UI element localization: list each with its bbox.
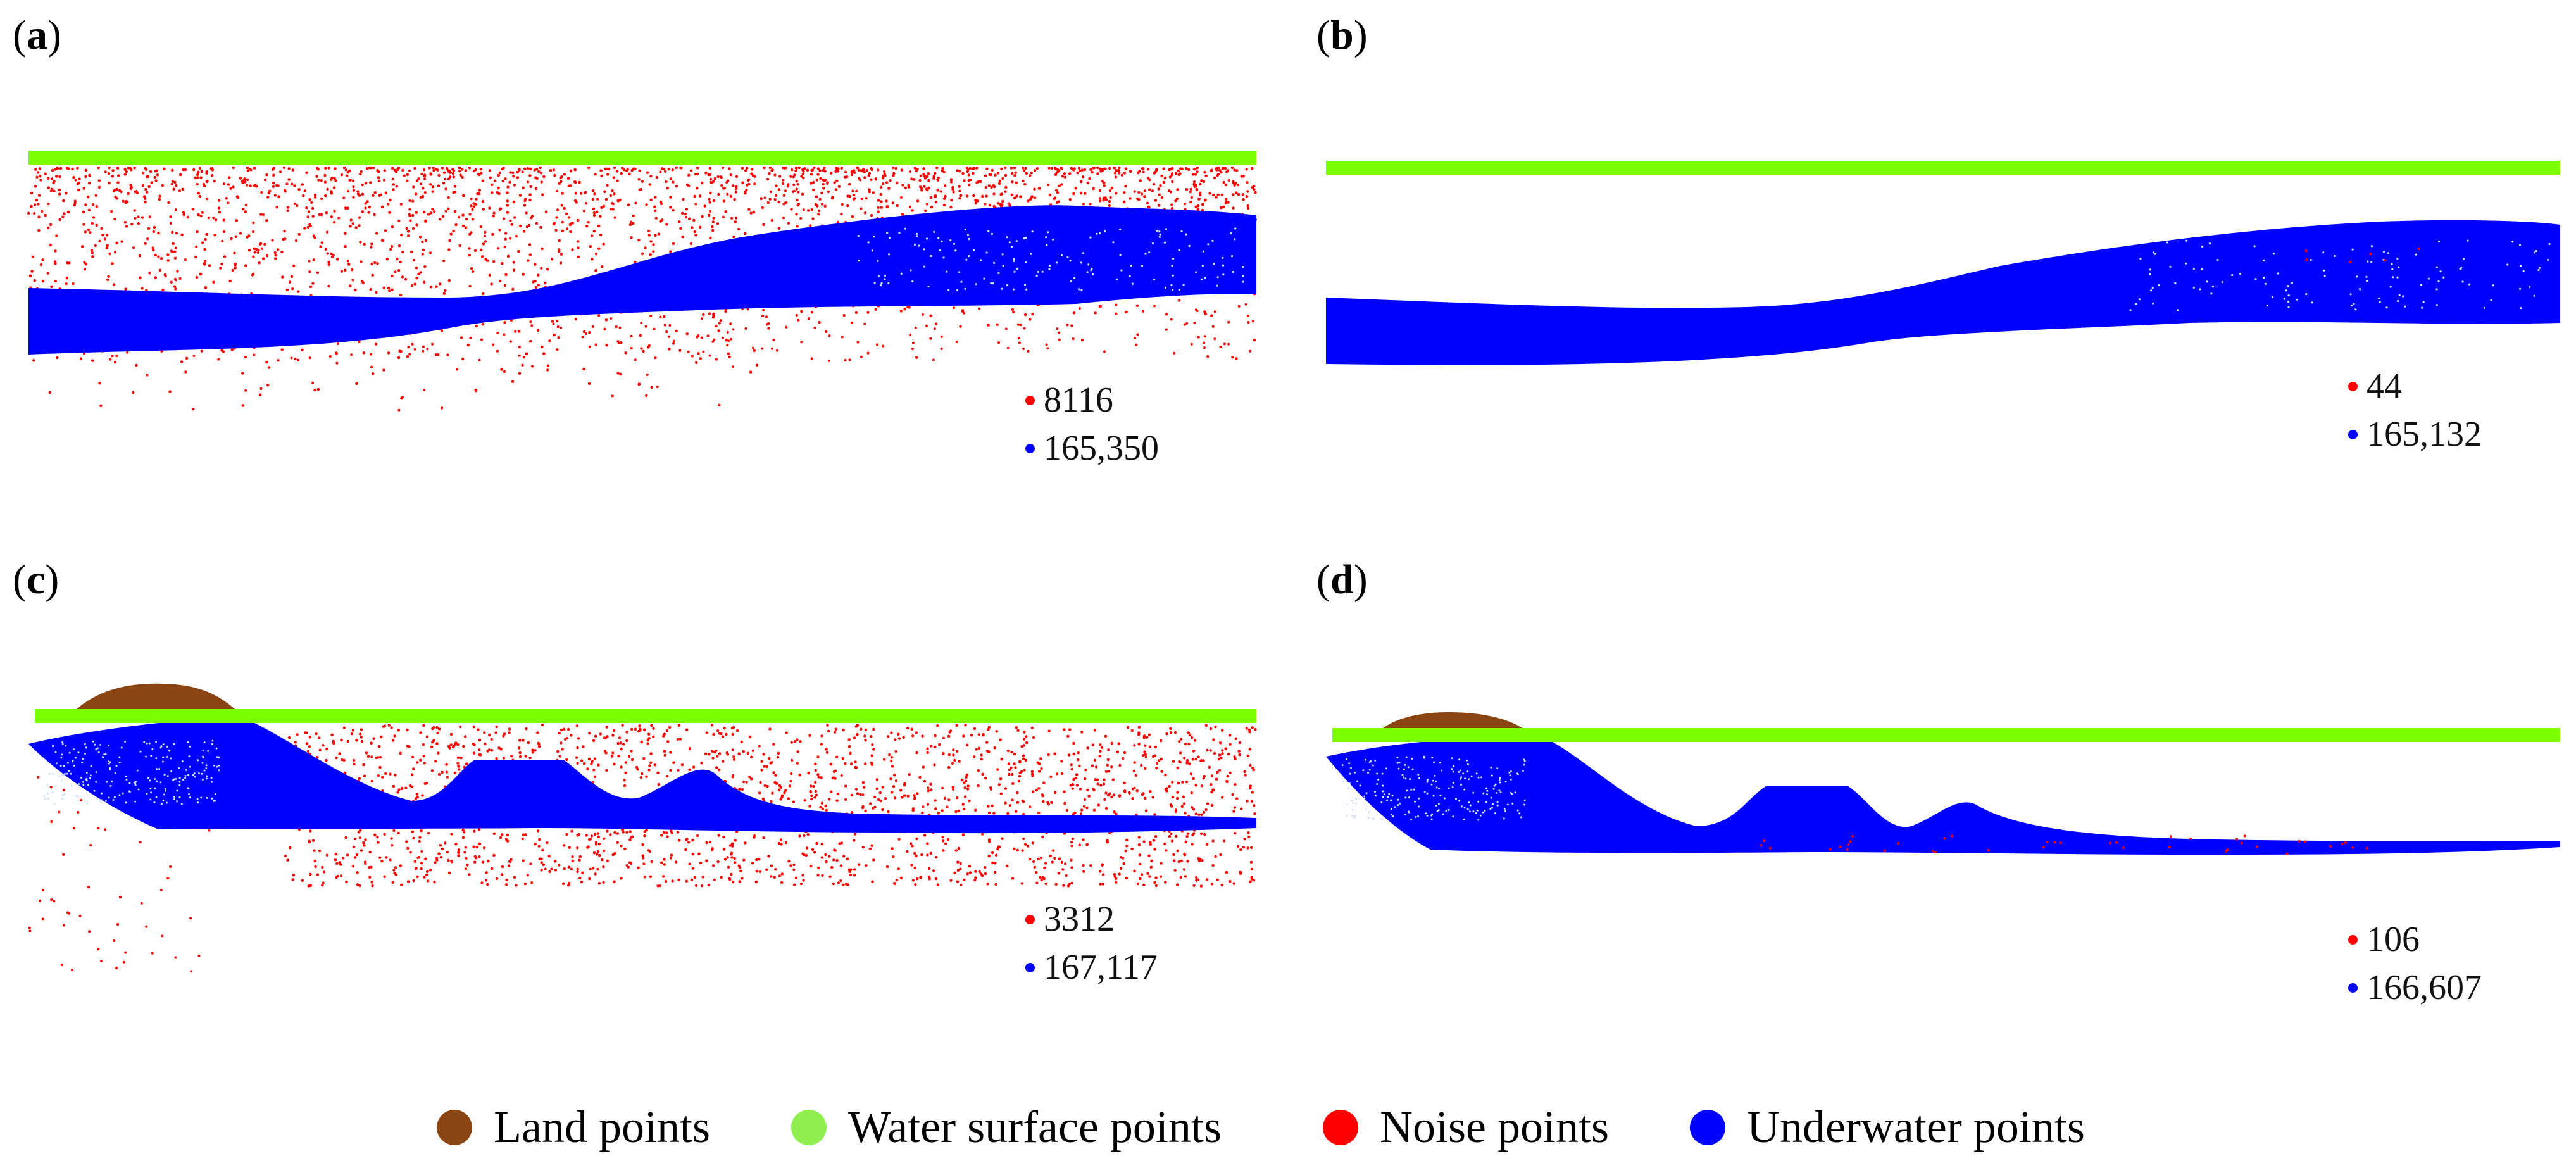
noise-dot-icon xyxy=(1025,914,1035,924)
water-surface-points xyxy=(35,709,1256,723)
legend-item-water-surface: Water surface points xyxy=(791,1101,1222,1153)
noise-dot-icon xyxy=(2348,934,2358,945)
noise-count: 3312 xyxy=(1044,900,1115,939)
legend-item-noise: Noise points xyxy=(1323,1101,1609,1153)
point-counts: 8116 165,350 xyxy=(1025,376,1159,472)
noise-count: 44 xyxy=(2367,367,2402,406)
water-surface-points xyxy=(28,151,1256,165)
underwater-count: 166,607 xyxy=(2367,968,2482,1007)
underwater-dot-icon xyxy=(1025,443,1035,453)
land-dot-icon xyxy=(437,1109,472,1145)
legend: Land points Water surface points Noise p… xyxy=(0,1086,2576,1162)
point-cloud-d xyxy=(1326,712,2560,855)
point-cloud-a xyxy=(27,151,1257,412)
noise-dot-icon xyxy=(1025,395,1035,405)
point-counts: 3312 167,117 xyxy=(1025,895,1158,991)
panel-d: (d) 106 166,607 xyxy=(1304,544,2576,1089)
panel-c: (c) 3312 167,117 xyxy=(0,544,1279,1089)
underwater-points xyxy=(28,205,1256,355)
underwater-dot-icon xyxy=(2348,983,2358,993)
noise-count-row: 3312 xyxy=(1025,895,1158,943)
noise-point-group xyxy=(1760,834,2368,855)
panel-label: (a) xyxy=(13,12,61,58)
noise-dot-icon xyxy=(2348,381,2358,391)
panel-label: (b) xyxy=(1316,12,1368,58)
underwater-count-row: 167,117 xyxy=(1025,943,1158,991)
noise-count: 8116 xyxy=(1044,380,1113,420)
underwater-texture xyxy=(857,227,1244,291)
underwater-points xyxy=(1326,736,2560,855)
panel-label: (c) xyxy=(13,556,59,603)
legend-label: Noise points xyxy=(1380,1102,1610,1152)
noise-count-row: 8116 xyxy=(1025,376,1159,424)
panel-a: (a) 8116 165,350 xyxy=(0,0,1279,544)
legend-label: Water surface points xyxy=(848,1102,1222,1152)
noise-dot-icon xyxy=(1323,1109,1358,1145)
underwater-count: 165,132 xyxy=(2367,415,2482,454)
legend-label: Land points xyxy=(494,1102,710,1152)
noise-count-row: 106 xyxy=(2348,915,2482,964)
water-surface-dot-icon xyxy=(791,1109,827,1145)
land-points xyxy=(1377,712,1529,733)
legend-item-underwater: Underwater points xyxy=(1690,1101,2085,1153)
underwater-dot-icon xyxy=(1025,962,1035,972)
point-cloud-b xyxy=(1326,161,2560,365)
underwater-dot-icon xyxy=(2348,429,2358,439)
point-counts: 106 166,607 xyxy=(2348,915,2482,1012)
water-surface-points xyxy=(1326,161,2560,175)
underwater-dot-icon xyxy=(1690,1109,1725,1145)
underwater-texture xyxy=(2129,239,2551,311)
underwater-points xyxy=(28,717,1256,834)
noise-count-row: 44 xyxy=(2348,362,2482,410)
underwater-texture xyxy=(1341,755,1526,821)
underwater-count-row: 166,607 xyxy=(2348,964,2482,1012)
underwater-count: 165,350 xyxy=(1044,429,1159,468)
water-surface-points xyxy=(1332,728,2560,742)
noise-point-group xyxy=(2304,248,2420,264)
underwater-count: 167,117 xyxy=(1044,948,1158,987)
panel-b: (b) 44 165,132 xyxy=(1304,0,2576,544)
point-cloud-c xyxy=(28,683,1257,973)
legend-label: Underwater points xyxy=(1747,1102,2085,1152)
noise-count: 106 xyxy=(2367,920,2420,959)
point-counts: 44 165,132 xyxy=(2348,362,2482,458)
land-points xyxy=(70,683,241,715)
legend-item-land: Land points xyxy=(437,1101,710,1153)
underwater-points xyxy=(1326,220,2560,365)
underwater-count-row: 165,132 xyxy=(2348,410,2482,458)
underwater-count-row: 165,350 xyxy=(1025,424,1159,472)
underwater-texture xyxy=(43,739,220,805)
panel-label: (d) xyxy=(1316,556,1368,603)
